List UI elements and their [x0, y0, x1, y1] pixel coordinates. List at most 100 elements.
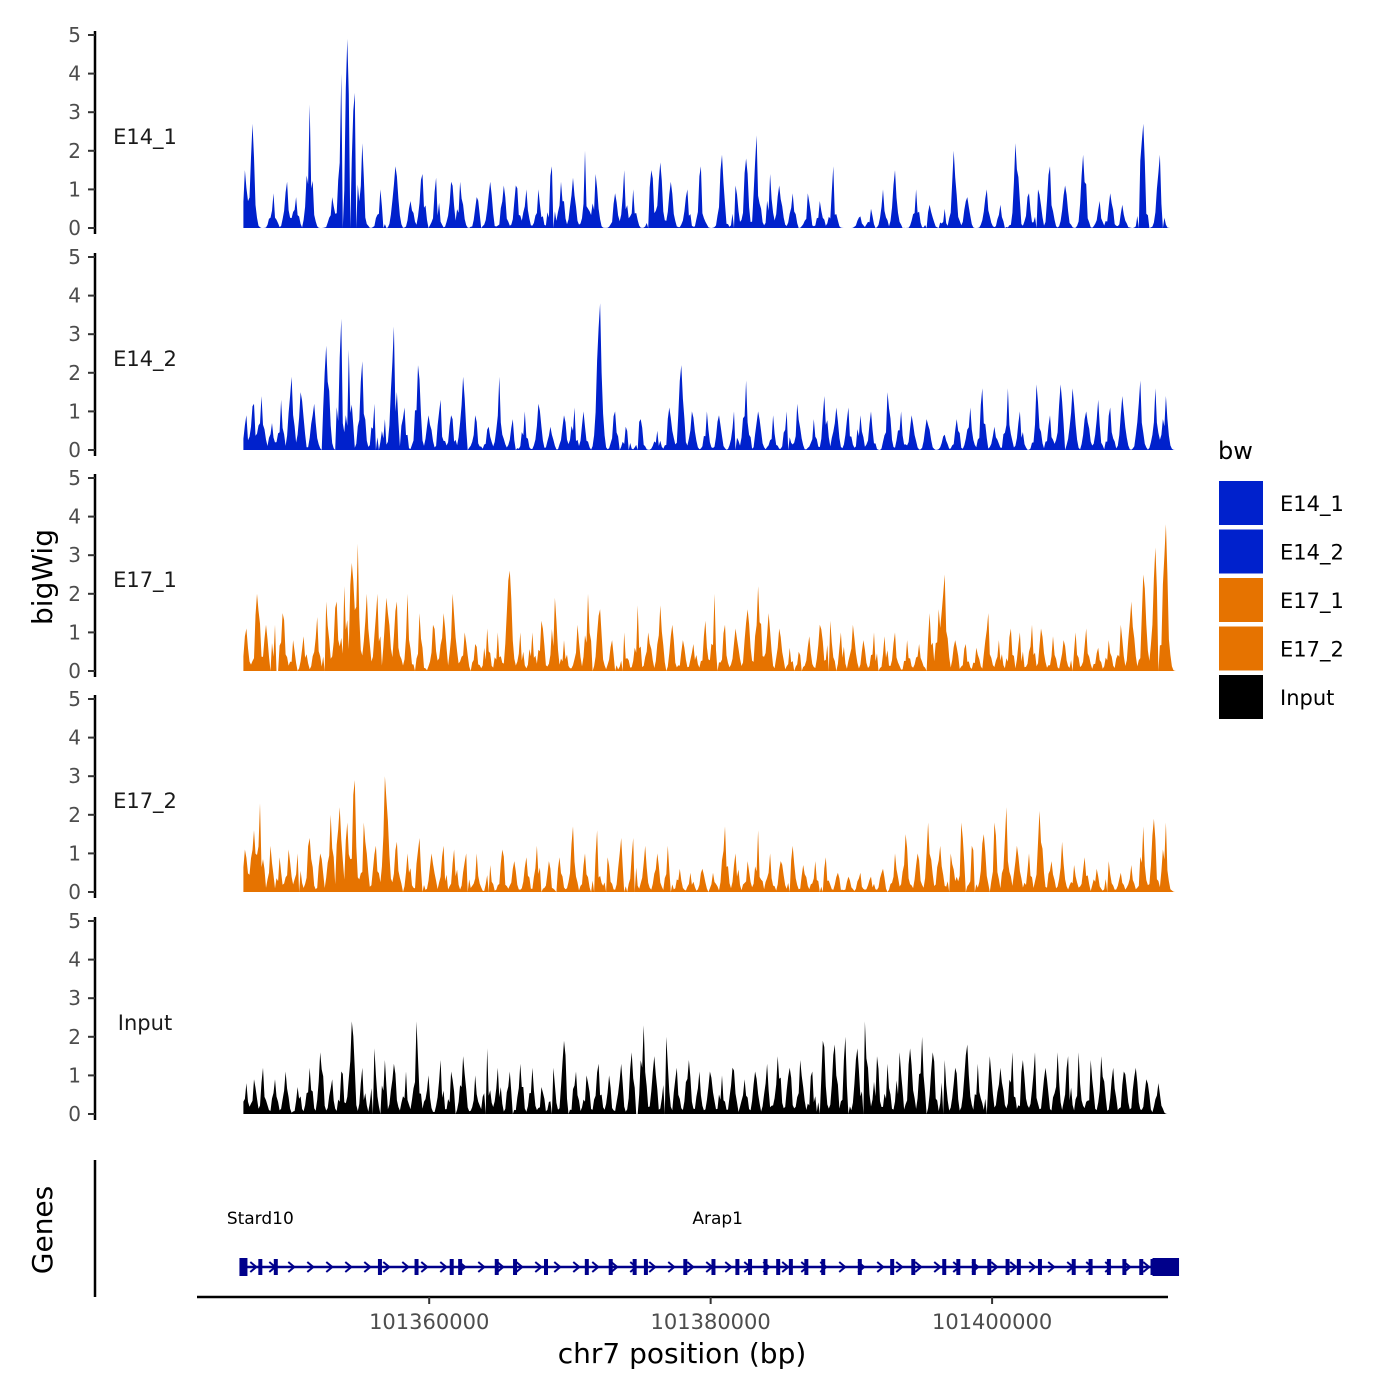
strand-arrow [553, 1261, 562, 1273]
x-axis: 101360000 101380000 101400000 [197, 1295, 1168, 1334]
exon-block [1071, 1259, 1076, 1275]
y-tick-label: 0 [68, 216, 81, 240]
legend-label-E17_2: E17_2 [1280, 638, 1344, 663]
y-tick-label: 2 [68, 361, 81, 385]
exon-block [377, 1259, 382, 1275]
exon-block [584, 1259, 589, 1275]
exon-block [458, 1259, 463, 1275]
y-tick-label: 3 [68, 322, 81, 346]
gene-label-stard10: Stard10 [227, 1209, 294, 1229]
signal-area-E17_1 [243, 524, 1177, 671]
strand-arrow [572, 1261, 581, 1273]
signal-area-E17_2 [243, 776, 1177, 892]
exon-block [494, 1259, 499, 1275]
strand-arrow [724, 1261, 733, 1273]
exon-block [956, 1259, 961, 1275]
legend: bw E14_1 E14_2 E17_1 E17_2 Input [1218, 437, 1344, 719]
track-label-Input: Input [118, 1011, 172, 1035]
strand-arrow [439, 1261, 448, 1273]
x-axis-title: chr7 position (bp) [558, 1337, 807, 1370]
x-tick-label: 101380000 [651, 1310, 771, 1334]
genes-axis-title: Genes [26, 1186, 59, 1274]
exon-block [1005, 1259, 1010, 1275]
strand-arrow [667, 1261, 676, 1273]
exon-block [1037, 1259, 1042, 1275]
y-tick-label: 1 [68, 399, 81, 423]
strand-arrow [382, 1261, 391, 1273]
exon-block [239, 1258, 248, 1276]
exon-block [911, 1259, 916, 1275]
track-E14_2: 0 1 2 3 4 5 E14_2 [68, 245, 1177, 462]
signal-area-E14_1 [243, 38, 1177, 229]
track-label-E14_2: E14_2 [113, 347, 177, 372]
exon-block [632, 1259, 637, 1275]
exon-block [1088, 1259, 1093, 1275]
strand-arrow [781, 1261, 790, 1273]
track-E17_2: 0 1 2 3 4 5 E17_2 [68, 687, 1177, 904]
exon-block [1122, 1259, 1127, 1275]
track-E17_1: 0 1 2 3 4 5 E17_1 [68, 466, 1177, 683]
exon-block [513, 1259, 518, 1275]
track-label-E17_1: E17_1 [113, 568, 177, 593]
exon-block [683, 1259, 688, 1275]
y-tick-label: 3 [68, 764, 81, 788]
strand-arrow [648, 1261, 657, 1273]
strand-arrow [363, 1261, 372, 1273]
y-tick-label: 0 [68, 1102, 81, 1126]
strand-arrow [990, 1261, 999, 1273]
strand-arrow [287, 1261, 296, 1273]
y-tick-label: 5 [68, 466, 81, 490]
y-tick-label: 3 [68, 986, 81, 1010]
exon-block [449, 1259, 454, 1275]
strand-arrow [477, 1261, 486, 1273]
y-tick-label: 3 [68, 543, 81, 567]
track-label-E14_1: E14_1 [113, 125, 177, 150]
exon-block [890, 1259, 895, 1275]
legend-label-Input: Input [1280, 686, 1334, 710]
strand-arrow [1009, 1261, 1018, 1273]
strand-arrow [325, 1261, 334, 1273]
legend-label-E14_2: E14_2 [1280, 541, 1344, 566]
y-tick-label: 5 [68, 23, 81, 47]
x-tick-label: 101360000 [369, 1310, 489, 1334]
track-E14_1: 0 1 2 3 4 5 E14_1 [68, 23, 1177, 240]
y-tick-label: 4 [68, 726, 81, 750]
gene-track-panel: Stard10 Arap1 [93, 1160, 1180, 1297]
exon-block [643, 1259, 648, 1275]
exon-block [1106, 1259, 1111, 1275]
y-tick-label: 4 [68, 505, 81, 529]
y-tick-label: 1 [68, 1063, 81, 1087]
strand-arrow [591, 1261, 600, 1273]
signal-area-E14_2 [243, 303, 1177, 450]
strand-arrow [895, 1261, 904, 1273]
strand-arrow [1142, 1261, 1151, 1273]
strand-arrow [515, 1261, 524, 1273]
x-tick-label: 101400000 [932, 1310, 1052, 1334]
y-tick-label: 1 [68, 620, 81, 644]
exon-block [942, 1259, 947, 1275]
signal-area-Input [243, 1021, 1177, 1114]
y-tick-label: 0 [68, 880, 81, 904]
strand-arrow [876, 1261, 885, 1273]
track-label-E17_2: E17_2 [113, 789, 177, 814]
exon-block [543, 1259, 548, 1275]
y-tick-label: 2 [68, 582, 81, 606]
y-tick-label: 5 [68, 687, 81, 711]
exon-block [857, 1259, 862, 1275]
y-tick-label: 4 [68, 284, 81, 308]
y-tick-label: 4 [68, 948, 81, 972]
y-tick-label: 4 [68, 62, 81, 86]
strand-arrow [401, 1261, 410, 1273]
y-tick-label: 2 [68, 139, 81, 163]
track-Input: 0 1 2 3 4 5 Input [68, 909, 1177, 1126]
exon-block [735, 1259, 740, 1275]
y-tick-label: 5 [68, 909, 81, 933]
exon-block [608, 1259, 613, 1275]
exon-block [1139, 1259, 1144, 1275]
strand-arrow [420, 1261, 429, 1273]
exon-block [987, 1259, 992, 1275]
exon-block [1152, 1258, 1177, 1276]
gene-label-arap1: Arap1 [692, 1209, 743, 1229]
strand-arrow [306, 1261, 315, 1273]
